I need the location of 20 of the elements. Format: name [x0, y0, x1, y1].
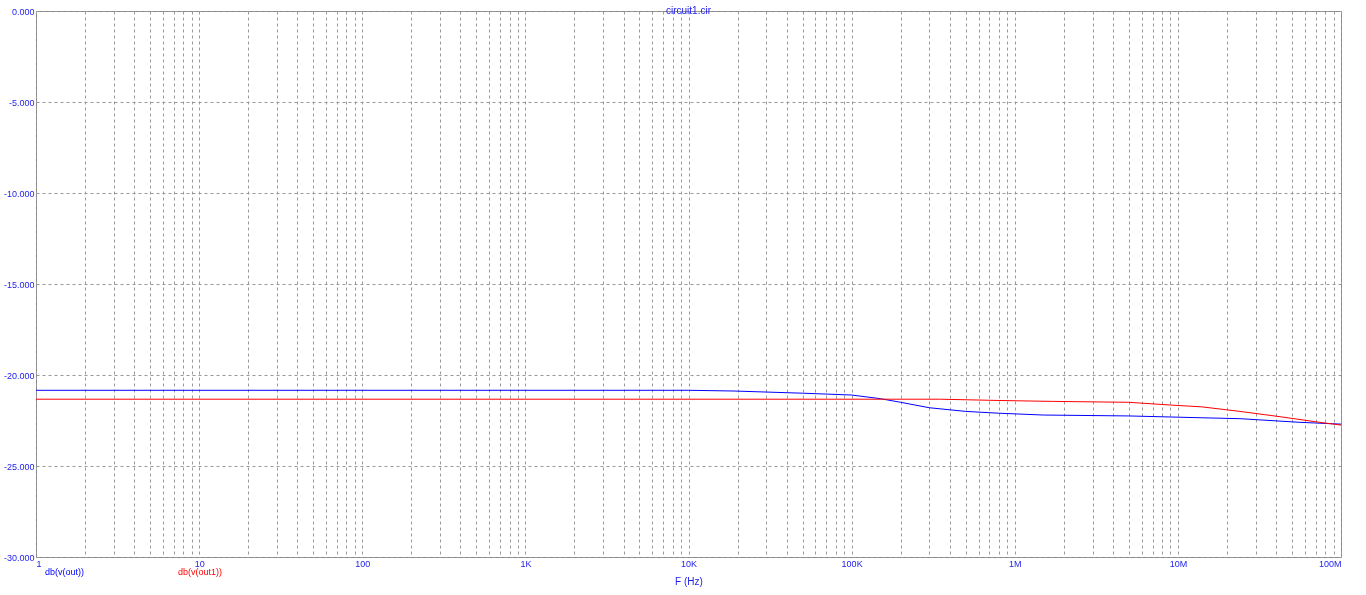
- chart-title: circuit1.cir: [665, 5, 712, 16]
- x-tick-label: 100: [355, 558, 371, 569]
- x-tick-label: 10: [194, 558, 205, 569]
- x-axis-title: F (Hz): [675, 575, 703, 587]
- x-tick-label: 100K: [841, 558, 863, 569]
- text: db(v(out1)): [178, 566, 223, 577]
- x-tick-label: 1M: [1008, 558, 1022, 569]
- y-tick-label: -25.000: [3, 461, 35, 472]
- y-tick-label: -20.000: [3, 370, 35, 381]
- y-tick-label: -10.000: [3, 188, 35, 199]
- y-tick-label: -5.000: [8, 97, 35, 108]
- y-tick-label: 0.000: [11, 6, 35, 17]
- x-tick-label: 10K: [680, 558, 698, 569]
- x-tick-label: 1K: [520, 558, 532, 569]
- x-tick-label: 10M: [1169, 558, 1188, 569]
- y-tick-label: -15.000: [3, 279, 35, 290]
- x-tick-label: 100M: [1318, 558, 1342, 569]
- text: db(v(out)): [45, 566, 85, 577]
- x-tick-label: 1: [36, 558, 42, 569]
- y-tick-label: -30.000: [3, 552, 35, 563]
